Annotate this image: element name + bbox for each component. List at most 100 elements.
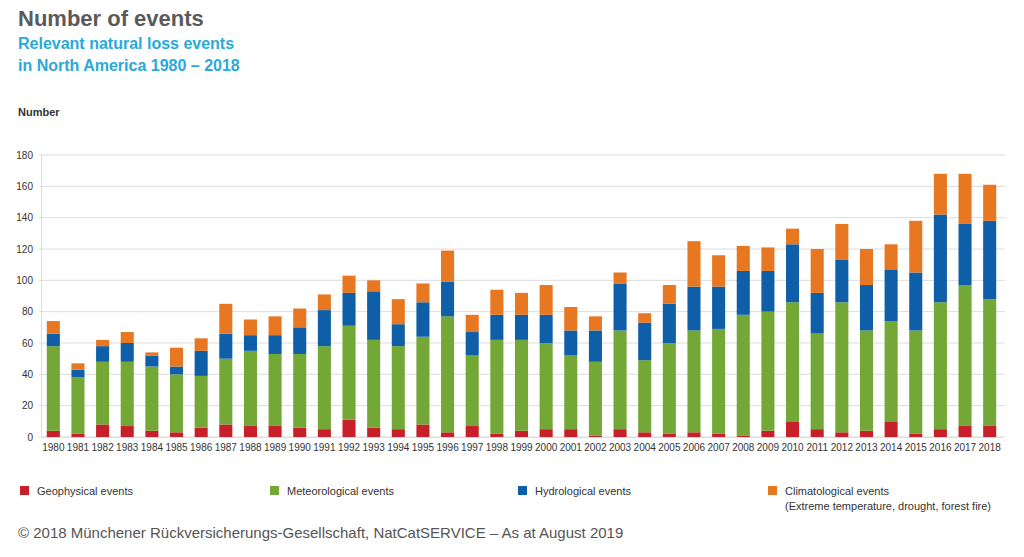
bar bbox=[515, 340, 528, 431]
bar bbox=[441, 316, 454, 432]
bar bbox=[663, 304, 676, 343]
bar bbox=[96, 346, 109, 362]
tick: 2005 bbox=[658, 437, 681, 453]
tick: 2009 bbox=[757, 437, 780, 453]
bar bbox=[71, 363, 84, 369]
tick-label: 40 bbox=[22, 369, 34, 380]
bar bbox=[737, 315, 750, 436]
tick-label: 2015 bbox=[905, 442, 928, 453]
tick: 1985 bbox=[165, 437, 188, 453]
bar bbox=[96, 362, 109, 425]
bar bbox=[367, 291, 380, 340]
bar bbox=[737, 271, 750, 315]
bar bbox=[416, 424, 429, 437]
grid bbox=[39, 155, 1005, 437]
bar bbox=[269, 316, 282, 335]
tick-label: 2011 bbox=[806, 442, 828, 453]
tick: 1993 bbox=[363, 437, 386, 453]
legend-swatch bbox=[518, 486, 527, 495]
bar bbox=[687, 432, 700, 437]
bar bbox=[737, 435, 750, 437]
bar bbox=[145, 352, 158, 355]
tick-label: 2012 bbox=[831, 442, 854, 453]
bar bbox=[712, 255, 725, 286]
y-axis-title: Number bbox=[18, 106, 60, 118]
bar bbox=[293, 354, 306, 428]
tick: 2017 bbox=[954, 437, 977, 453]
legend-label: Climatological events bbox=[785, 485, 889, 497]
tick: 80 bbox=[22, 306, 41, 317]
bar bbox=[490, 315, 503, 340]
tick-label: 2010 bbox=[781, 442, 804, 453]
subtitle: Relevant natural loss events bbox=[18, 35, 234, 52]
bar bbox=[786, 244, 799, 302]
bar bbox=[614, 283, 627, 330]
bar bbox=[786, 421, 799, 437]
tick-label: 2007 bbox=[708, 442, 731, 453]
bar bbox=[244, 351, 257, 426]
bar bbox=[540, 429, 553, 437]
bar bbox=[219, 334, 232, 359]
bar bbox=[712, 329, 725, 434]
bar bbox=[835, 432, 848, 437]
bar bbox=[515, 315, 528, 340]
tick-label: 2004 bbox=[634, 442, 657, 453]
bar bbox=[392, 299, 405, 324]
tick-label: 2002 bbox=[584, 442, 607, 453]
tick-label: 2008 bbox=[732, 442, 755, 453]
bar bbox=[638, 313, 651, 322]
tick: 1990 bbox=[289, 437, 312, 453]
bar bbox=[663, 434, 676, 437]
bars bbox=[47, 174, 996, 437]
bar bbox=[466, 315, 479, 332]
bar bbox=[441, 432, 454, 437]
tick-label: 80 bbox=[22, 306, 34, 317]
bar bbox=[983, 426, 996, 437]
tick: 2006 bbox=[683, 437, 706, 453]
bar bbox=[441, 251, 454, 282]
tick: 2007 bbox=[708, 437, 731, 453]
tick-label: 140 bbox=[16, 212, 33, 223]
bar bbox=[342, 276, 355, 293]
tick-label: 1998 bbox=[486, 442, 509, 453]
bar bbox=[47, 346, 60, 431]
tick-label: 1987 bbox=[215, 442, 238, 453]
bar bbox=[318, 346, 331, 429]
bar bbox=[687, 287, 700, 331]
tick: 2008 bbox=[732, 437, 755, 453]
tick-label: 1989 bbox=[264, 442, 287, 453]
legend-item: Meteorological events bbox=[270, 485, 395, 497]
bar bbox=[170, 367, 183, 375]
bar bbox=[244, 335, 257, 351]
bar bbox=[909, 330, 922, 433]
bar bbox=[170, 348, 183, 367]
bar bbox=[934, 302, 947, 429]
tick-label: 2005 bbox=[658, 442, 681, 453]
bar bbox=[342, 420, 355, 437]
tick-label: 160 bbox=[16, 181, 33, 192]
subtitle: in North America 1980 – 2018 bbox=[18, 57, 240, 74]
tick-label: 1994 bbox=[387, 442, 410, 453]
bar bbox=[392, 346, 405, 429]
tick: 1988 bbox=[239, 437, 262, 453]
y-axis: 020406080100120140160180 bbox=[16, 150, 41, 443]
tick-label: 1990 bbox=[289, 442, 312, 453]
tick-label: 120 bbox=[16, 244, 33, 255]
bar bbox=[416, 302, 429, 336]
bar bbox=[195, 428, 208, 437]
legend-swatch bbox=[270, 486, 279, 495]
bar bbox=[589, 316, 602, 330]
bar bbox=[367, 428, 380, 437]
bar bbox=[761, 312, 774, 431]
bar bbox=[835, 224, 848, 260]
legend-label: Meteorological events bbox=[287, 485, 395, 497]
bar bbox=[490, 434, 503, 437]
tick: 1998 bbox=[486, 437, 509, 453]
tick: 1982 bbox=[91, 437, 114, 453]
bar bbox=[860, 249, 873, 285]
bar bbox=[663, 285, 676, 304]
bar bbox=[811, 293, 824, 334]
tick: 60 bbox=[22, 338, 41, 349]
tick-label: 2013 bbox=[855, 442, 878, 453]
bar bbox=[614, 330, 627, 429]
